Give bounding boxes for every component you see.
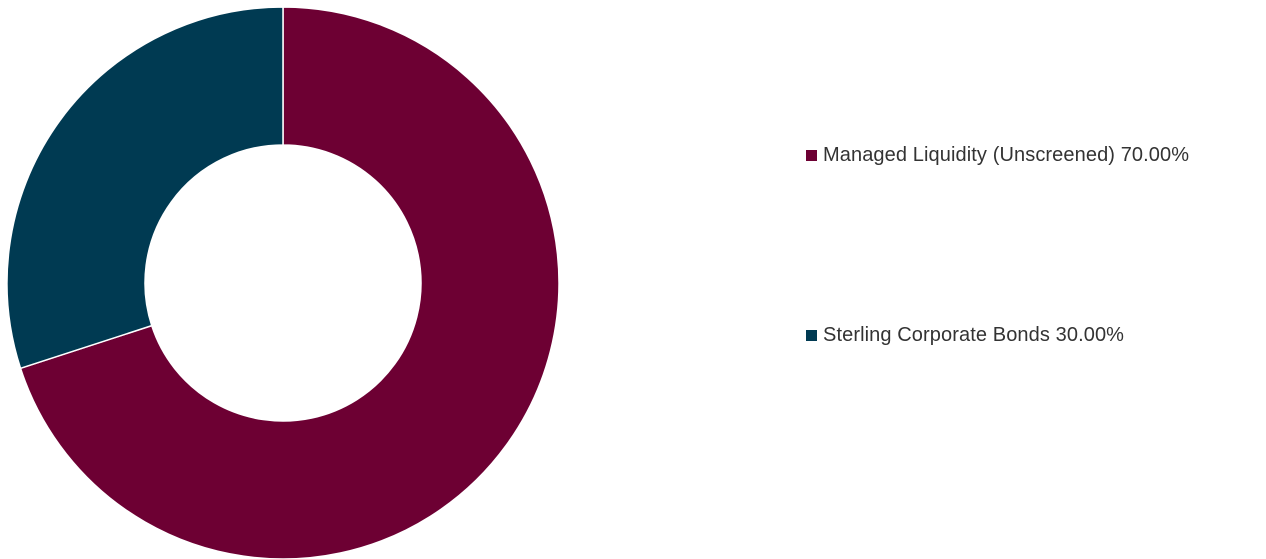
legend-swatch-sterling-corporate-bonds [806,329,817,341]
legend-item-sterling-corporate-bonds[interactable]: Sterling Corporate Bonds 30.00% [806,320,1256,350]
chart-legend: Managed Liquidity (Unscreened) 70.00% St… [806,140,1256,350]
legend-item-managed-liquidity[interactable]: Managed Liquidity (Unscreened) 70.00% [806,140,1256,170]
donut-slice-managed-liquidity[interactable] [19,6,560,559]
legend-label-managed-liquidity: Managed Liquidity (Unscreened) 70.00% [823,143,1190,166]
legend-swatch-managed-liquidity [806,149,817,161]
legend-label-sterling-corporate-bonds: Sterling Corporate Bonds 30.00% [823,323,1125,346]
donut-chart [6,6,560,559]
donut-slice-sterling-corporate-bonds[interactable] [6,6,284,370]
